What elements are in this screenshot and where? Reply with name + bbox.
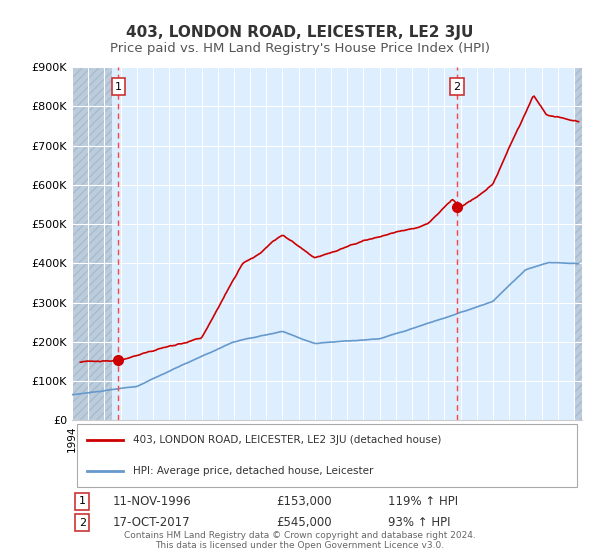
Bar xyxy=(72,67,112,421)
Text: £153,000: £153,000 xyxy=(276,495,332,508)
Bar xyxy=(574,67,590,421)
FancyBboxPatch shape xyxy=(77,424,577,487)
Text: 1: 1 xyxy=(79,496,86,506)
Text: Price paid vs. HM Land Registry's House Price Index (HPI): Price paid vs. HM Land Registry's House … xyxy=(110,42,490,55)
Text: 403, LONDON ROAD, LEICESTER, LE2 3JU: 403, LONDON ROAD, LEICESTER, LE2 3JU xyxy=(127,25,473,40)
Text: 17-OCT-2017: 17-OCT-2017 xyxy=(113,516,190,529)
Text: 403, LONDON ROAD, LEICESTER, LE2 3JU (detached house): 403, LONDON ROAD, LEICESTER, LE2 3JU (de… xyxy=(133,435,442,445)
Bar xyxy=(72,67,112,421)
Bar xyxy=(72,67,112,421)
Text: 2: 2 xyxy=(454,82,461,92)
Text: 11-NOV-1996: 11-NOV-1996 xyxy=(113,495,191,508)
Text: HPI: Average price, detached house, Leicester: HPI: Average price, detached house, Leic… xyxy=(133,466,374,476)
Text: £545,000: £545,000 xyxy=(276,516,332,529)
Text: 93% ↑ HPI: 93% ↑ HPI xyxy=(388,516,451,529)
Text: 2: 2 xyxy=(79,518,86,528)
Text: 119% ↑ HPI: 119% ↑ HPI xyxy=(388,495,458,508)
Text: 1: 1 xyxy=(115,82,122,92)
Text: Contains HM Land Registry data © Crown copyright and database right 2024.
This d: Contains HM Land Registry data © Crown c… xyxy=(124,530,476,550)
Bar xyxy=(574,67,590,421)
